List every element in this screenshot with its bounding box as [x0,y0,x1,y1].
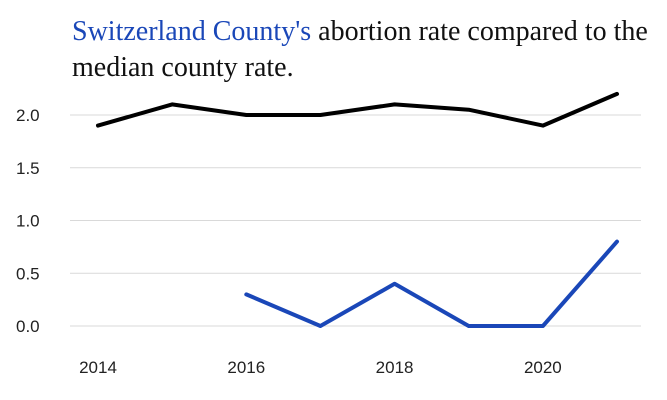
title-highlight: Switzerland County's [72,16,312,47]
x-tick-label-1: 2016 [227,358,265,377]
series-line-0 [96,91,619,128]
series-line-1 [244,239,619,328]
title-rest: abortion rate compared to the median cou… [72,16,648,83]
x-tick-label-2: 2018 [376,358,414,377]
y-tick-label-1: 0.5 [16,264,40,283]
x-tick-label-3: 2020 [524,358,562,377]
y-tick-label-4: 2.0 [16,106,40,125]
chart-title: Switzerland County's abortion rate compa… [72,14,652,86]
x-tick-label-0: 2014 [79,358,117,377]
y-tick-label-0: 0.0 [16,317,40,336]
y-tick-label-3: 1.5 [16,159,40,178]
y-tick-label-2: 1.0 [16,212,40,231]
